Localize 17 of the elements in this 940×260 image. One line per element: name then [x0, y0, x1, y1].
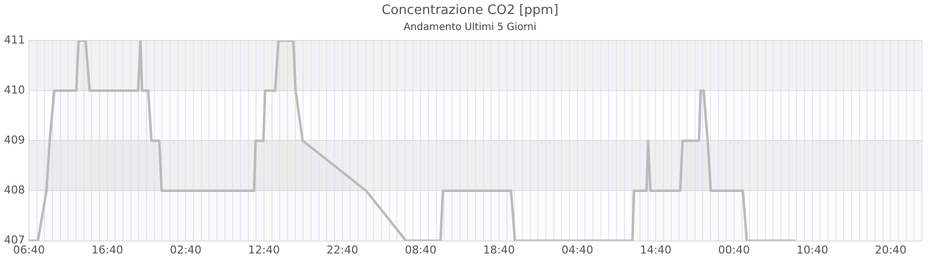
chart-subtitle: Andamento Ultimi 5 Giorni: [402, 22, 538, 33]
x-tick-label: 16:40: [91, 243, 124, 256]
x-tick-label: 12:40: [248, 243, 280, 256]
x-tick-label: 02:40: [170, 243, 202, 256]
y-tick-label: 411: [4, 33, 25, 46]
x-tick-label: 22:40: [326, 243, 358, 256]
x-tick-label: 14:40: [640, 243, 672, 256]
y-tick-label: 408: [4, 184, 25, 197]
x-tick-label: 20:40: [874, 243, 907, 256]
x-tick-label: 08:40: [404, 243, 437, 256]
y-tick-label: 409: [4, 134, 25, 147]
x-tick-label: 00:40: [718, 243, 750, 256]
chart-title: Concentrazione CO2 [ppm]: [380, 3, 560, 18]
x-tick-label: 10:40: [796, 243, 828, 256]
y-tick-label: 410: [4, 84, 25, 97]
x-tick-label: 04:40: [561, 243, 594, 256]
x-tick-label: 18:40: [483, 243, 515, 256]
